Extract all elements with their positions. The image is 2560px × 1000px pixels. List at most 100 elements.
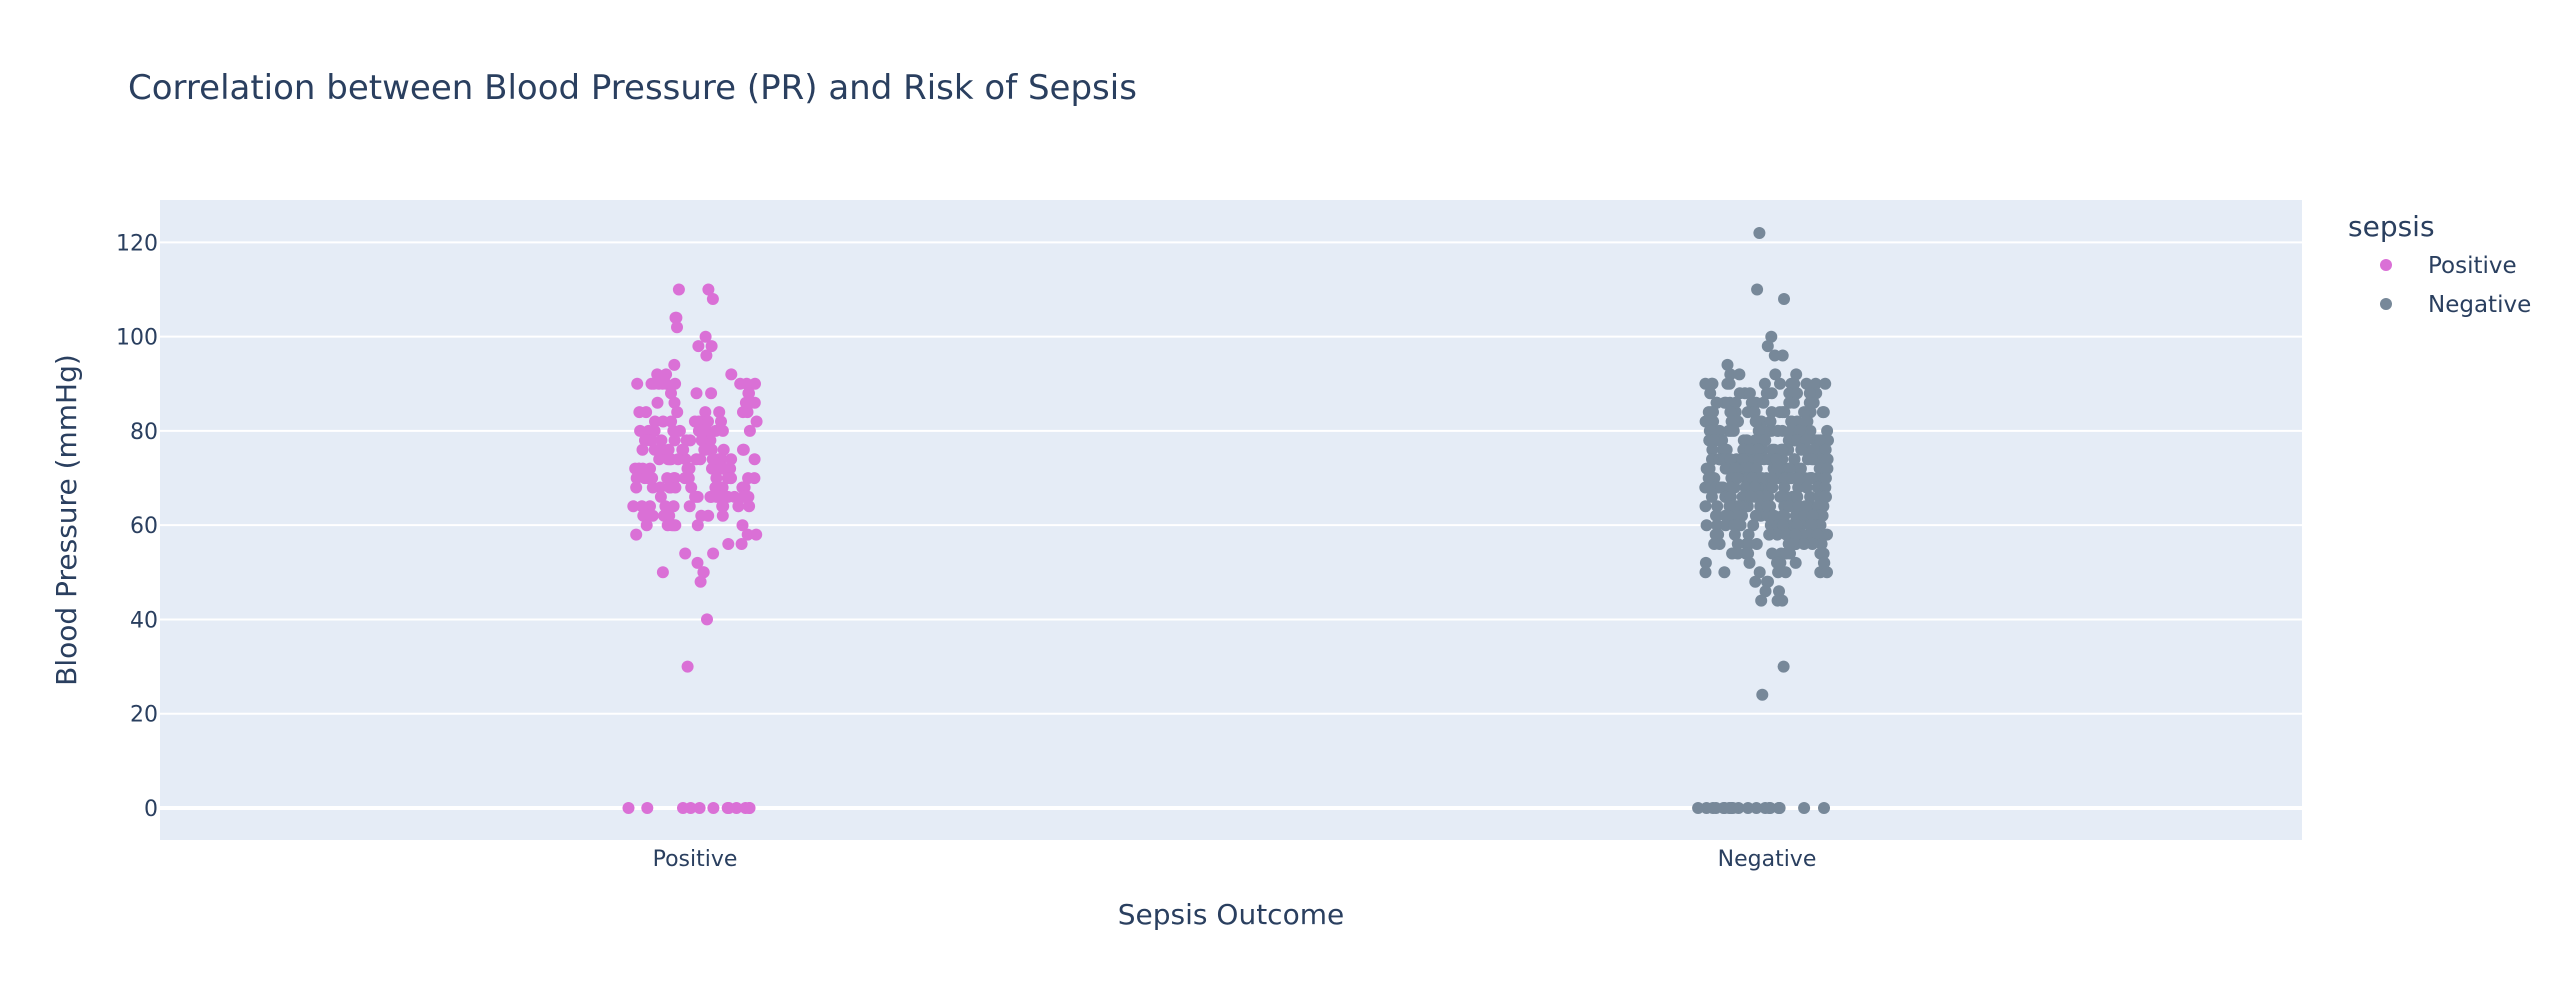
data-point-negative-276 — [1724, 481, 1737, 494]
data-point-negative-427 — [1779, 566, 1792, 579]
data-point-positive-150 — [683, 500, 696, 513]
data-point-negative-22 — [1723, 377, 1736, 390]
data-point-positive-49 — [688, 415, 701, 428]
data-point-negative-433 — [1761, 575, 1773, 588]
data-point-positive-148 — [689, 490, 702, 503]
data-point-negative-34 — [1791, 387, 1803, 400]
data-point-positive-77 — [662, 443, 675, 456]
data-point-negative-351 — [1768, 509, 1781, 522]
data-point-positive-41 — [699, 406, 712, 419]
data-point-negative-100 — [1727, 424, 1740, 437]
data-point-negative-448 — [1742, 802, 1754, 814]
data-point-negative-32 — [1765, 387, 1778, 400]
data-point-negative-275 — [1715, 481, 1728, 494]
data-point-negative-346 — [1749, 509, 1762, 522]
data-point-negative-4 — [1761, 340, 1774, 353]
data-point-negative-388 — [1780, 528, 1793, 541]
data-point-positive-16 — [669, 377, 682, 390]
data-point-negative-79 — [1785, 415, 1798, 428]
data-point-positive-124 — [724, 472, 737, 485]
data-point-negative-102 — [1793, 424, 1806, 437]
data-point-negative-395 — [1806, 538, 1819, 550]
data-point-negative-355 — [1806, 509, 1819, 522]
data-point-negative-421 — [1789, 556, 1802, 569]
data-point-negative-324 — [1732, 500, 1745, 513]
data-point-negative-434 — [1773, 585, 1785, 598]
x-axis-title: Sepsis Outcome — [1118, 898, 1344, 931]
data-point-positive-5 — [671, 321, 683, 334]
data-point-positive-52 — [667, 424, 680, 437]
data-point-positive-40 — [713, 406, 726, 419]
data-point-positive-2 — [706, 293, 719, 305]
data-point-negative-1 — [1751, 283, 1764, 296]
data-point-positive-38 — [671, 406, 684, 419]
data-point-positive-119 — [642, 472, 655, 485]
data-point-negative-259 — [1792, 481, 1805, 494]
data-point-negative-374 — [1791, 519, 1804, 532]
data-point-positive-37 — [737, 406, 749, 419]
data-point-positive-81 — [705, 443, 718, 456]
data-point-positive-58 — [648, 424, 661, 437]
data-point-negative-306 — [1711, 500, 1724, 513]
data-point-positive-90 — [725, 453, 738, 466]
data-point-negative-430 — [1821, 566, 1833, 579]
data-point-positive-80 — [677, 443, 690, 456]
data-point-positive-120 — [661, 472, 674, 485]
data-point-positive-60 — [743, 424, 756, 437]
data-point-positive-94 — [663, 453, 676, 466]
data-point-negative-280 — [1804, 490, 1817, 503]
data-point-negative-2 — [1778, 293, 1790, 305]
data-point-negative-303 — [1745, 490, 1758, 503]
data-point-negative-45 — [1729, 396, 1742, 409]
data-point-positive-166 — [640, 509, 653, 522]
data-point-positive-149 — [715, 490, 728, 503]
data-point-positive-188 — [701, 613, 713, 626]
data-point-negative-148 — [1718, 443, 1731, 456]
data-point-negative-122 — [1782, 434, 1795, 447]
data-point-positive-183 — [691, 556, 704, 569]
legend: sepsis Positive Negative — [2348, 210, 2531, 318]
data-point-negative-77 — [1725, 415, 1738, 428]
data-point-negative-97 — [1752, 424, 1765, 437]
data-point-positive-199 — [743, 802, 756, 814]
data-point-negative-403 — [1798, 538, 1810, 550]
data-point-positive-73 — [636, 443, 649, 456]
data-point-negative-326 — [1699, 500, 1712, 513]
data-point-negative-423 — [1771, 556, 1783, 569]
data-point-negative-143 — [1819, 443, 1832, 456]
data-point-negative-377 — [1805, 519, 1818, 532]
data-point-positive-123 — [682, 472, 695, 485]
data-point-negative-435 — [1759, 585, 1772, 598]
data-point-negative-99 — [1705, 424, 1718, 437]
data-point-negative-304 — [1818, 490, 1831, 503]
chart-title: Correlation between Blood Pressure (PR) … — [128, 68, 1137, 108]
data-point-positive-144 — [738, 490, 751, 503]
data-point-positive-174 — [661, 519, 674, 532]
data-point-negative-155 — [1752, 443, 1764, 456]
x-tick-label: Positive — [653, 847, 738, 872]
data-point-negative-125 — [1740, 434, 1752, 447]
data-point-positive-153 — [627, 500, 640, 513]
y-axis-ticks: 0 20 40 60 80 100 120 — [116, 231, 158, 822]
data-point-negative-181 — [1753, 453, 1765, 466]
data-point-negative-14 — [1809, 377, 1822, 390]
data-point-negative-345 — [1736, 509, 1748, 522]
data-point-negative-376 — [1777, 519, 1790, 532]
data-point-negative-8 — [1769, 368, 1782, 381]
data-point-negative-246 — [1702, 472, 1715, 485]
data-point-negative-95 — [1771, 424, 1784, 437]
data-point-positive-134 — [736, 481, 749, 494]
data-point-positive-25 — [743, 387, 755, 400]
data-point-positive-200 — [684, 802, 697, 814]
data-point-positive-31 — [668, 396, 681, 409]
data-point-negative-142 — [1808, 443, 1820, 456]
data-point-negative-0 — [1753, 227, 1766, 239]
data-point-negative-78 — [1764, 415, 1777, 428]
data-point-negative-9 — [1724, 368, 1737, 381]
data-point-positive-82 — [737, 443, 749, 456]
data-point-negative-414 — [1817, 547, 1830, 560]
data-point-positive-27 — [705, 387, 718, 400]
data-point-positive-107 — [633, 462, 645, 475]
data-point-positive-91 — [694, 453, 707, 466]
data-point-negative-459 — [1692, 802, 1705, 814]
